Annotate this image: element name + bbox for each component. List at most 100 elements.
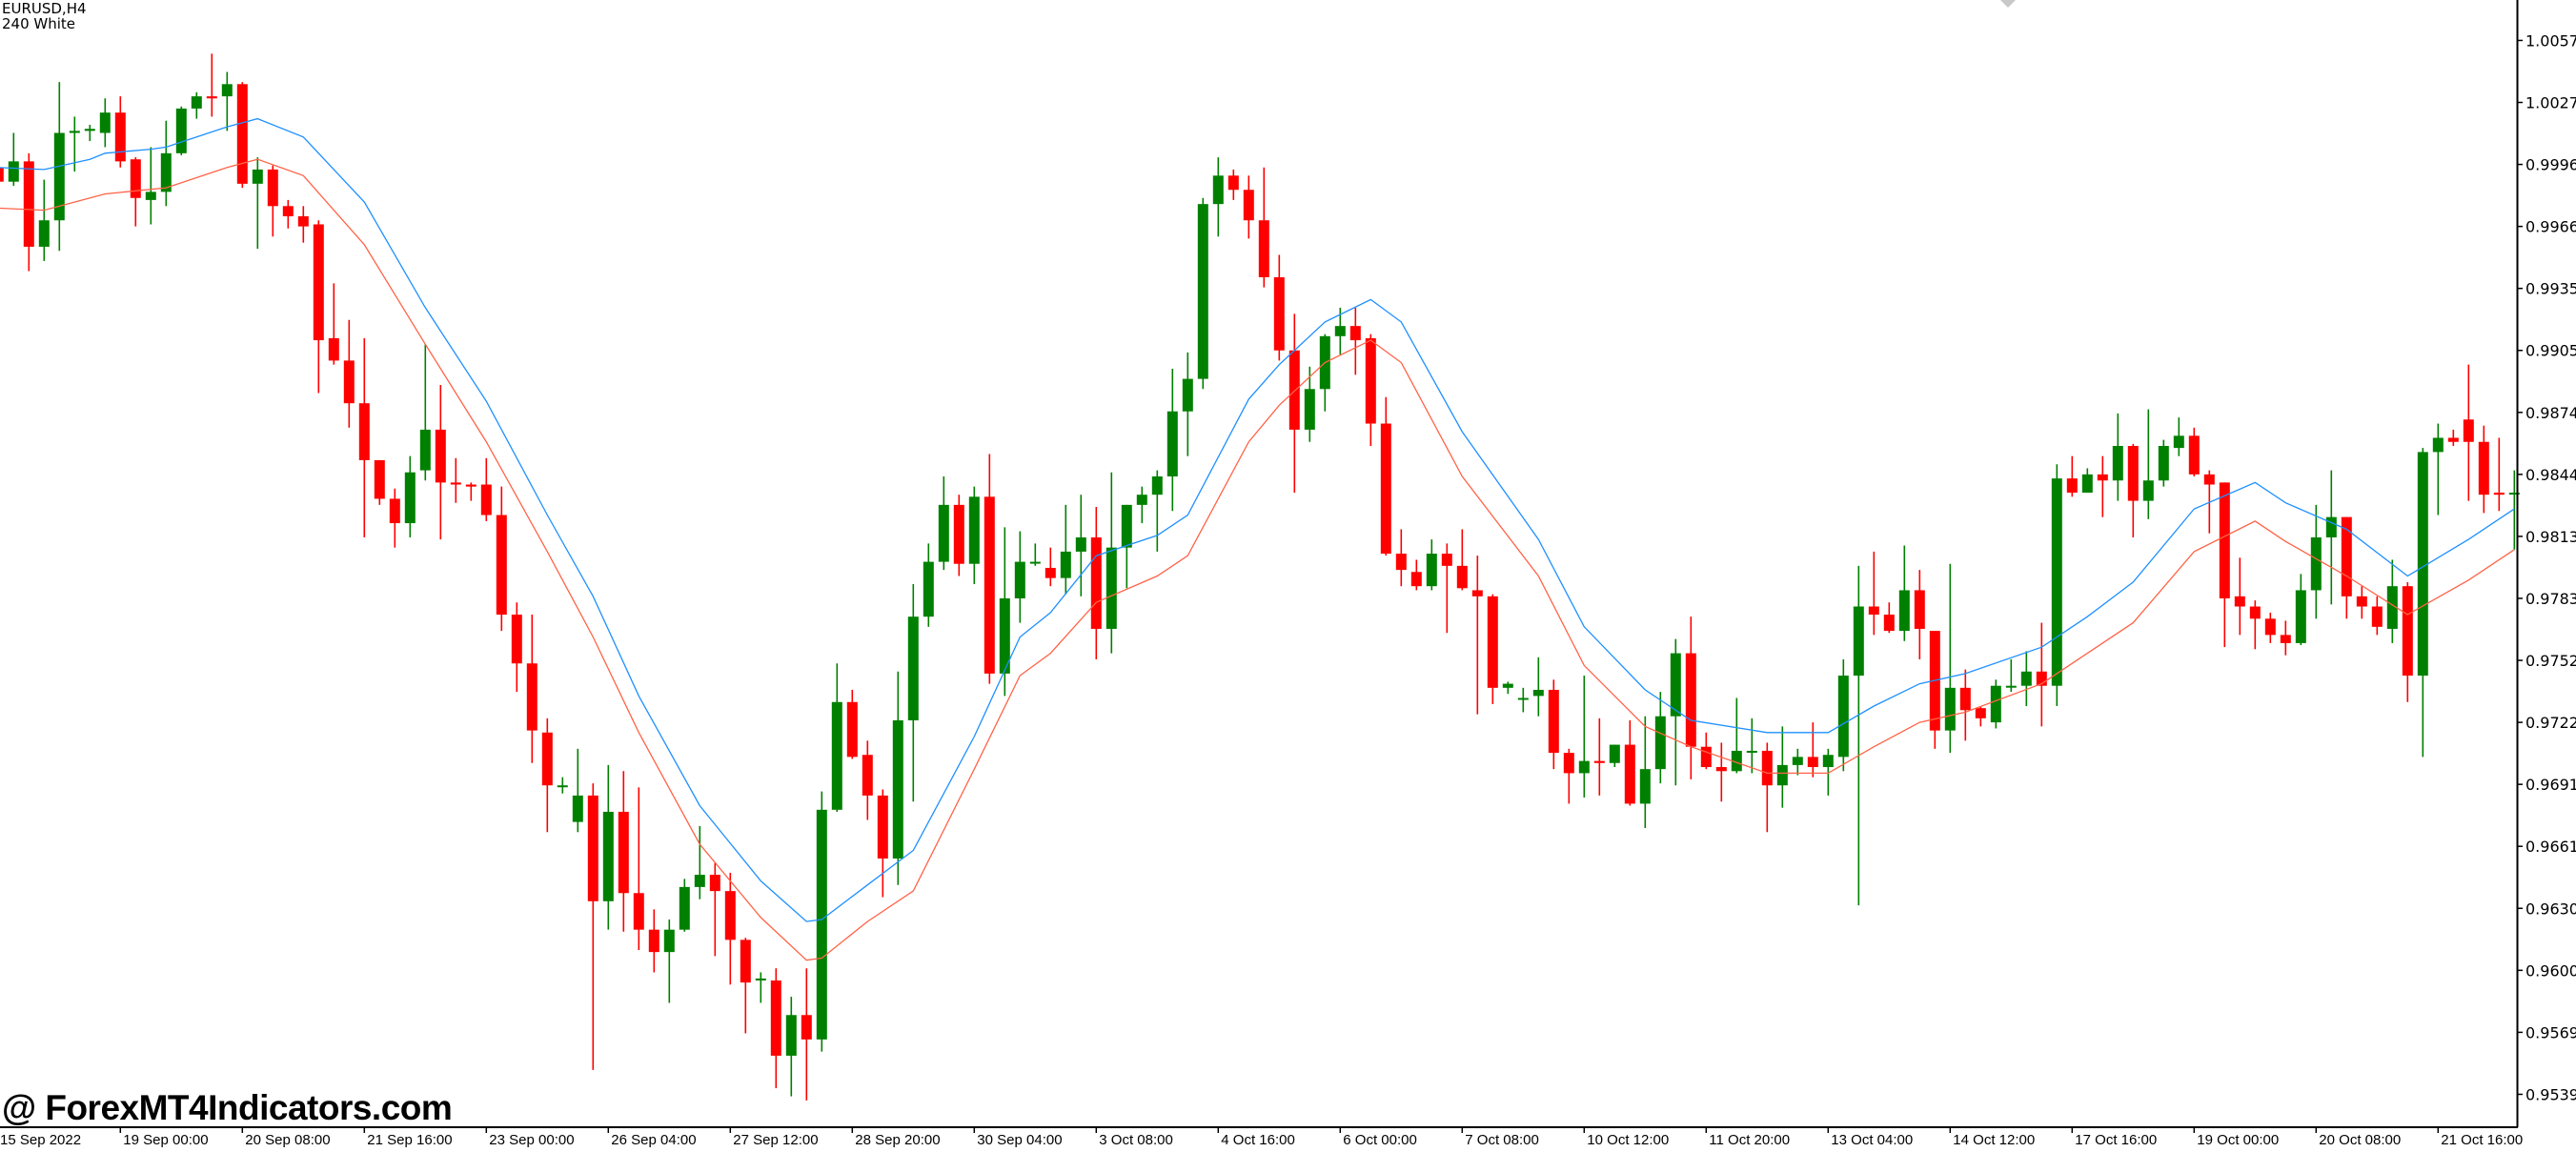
- candle[interactable]: [1929, 631, 1940, 749]
- candle[interactable]: [1060, 504, 1071, 595]
- candle[interactable]: [374, 459, 385, 505]
- candle[interactable]: [175, 106, 187, 155]
- candle[interactable]: [1609, 744, 1620, 768]
- candle[interactable]: [1944, 563, 1956, 754]
- candle[interactable]: [1837, 658, 1849, 772]
- candle[interactable]: [1273, 254, 1285, 361]
- candle[interactable]: [328, 283, 339, 365]
- candle[interactable]: [694, 825, 705, 899]
- candle[interactable]: [907, 584, 919, 802]
- candle[interactable]: [1487, 594, 1498, 704]
- candle[interactable]: [1045, 547, 1056, 587]
- candle[interactable]: [419, 344, 431, 481]
- candle[interactable]: [1105, 472, 1117, 654]
- candle[interactable]: [2432, 423, 2444, 515]
- candle[interactable]: [2005, 658, 2017, 693]
- candle[interactable]: [313, 220, 324, 394]
- candle[interactable]: [404, 455, 416, 537]
- candle[interactable]: [1151, 470, 1163, 552]
- candle[interactable]: [679, 879, 690, 932]
- candle[interactable]: [1304, 366, 1315, 442]
- candle[interactable]: [38, 179, 50, 261]
- candle[interactable]: [984, 454, 995, 684]
- candle[interactable]: [633, 787, 644, 951]
- candle[interactable]: [1410, 559, 1422, 591]
- candle[interactable]: [1441, 543, 1452, 634]
- candle[interactable]: [755, 972, 766, 1003]
- candle[interactable]: [1258, 167, 1269, 288]
- candle[interactable]: [1624, 719, 1635, 806]
- candle[interactable]: [770, 968, 781, 1089]
- candle[interactable]: [1227, 169, 1239, 200]
- candle[interactable]: [2402, 581, 2413, 702]
- candle[interactable]: [1563, 748, 1574, 804]
- chart-shift-marker-icon[interactable]: [2000, 0, 2016, 8]
- candle[interactable]: [2447, 429, 2459, 446]
- candle[interactable]: [1593, 717, 1605, 796]
- candle[interactable]: [252, 157, 263, 250]
- candle[interactable]: [2249, 600, 2261, 650]
- candle[interactable]: [23, 152, 34, 272]
- candle[interactable]: [1761, 742, 1773, 833]
- candle[interactable]: [1883, 602, 1895, 634]
- candle[interactable]: [587, 783, 598, 1070]
- candle[interactable]: [480, 457, 492, 521]
- candle[interactable]: [2066, 455, 2078, 497]
- candle[interactable]: [2112, 413, 2123, 501]
- candle[interactable]: [1792, 748, 1803, 776]
- candle[interactable]: [1822, 748, 1834, 796]
- candle[interactable]: [1365, 333, 1376, 446]
- candle[interactable]: [236, 82, 248, 189]
- candle[interactable]: [1319, 333, 1330, 412]
- candle[interactable]: [2173, 417, 2184, 456]
- candle[interactable]: [877, 789, 888, 898]
- candle[interactable]: [1380, 396, 1391, 556]
- candle[interactable]: [2127, 443, 2139, 537]
- candle[interactable]: [2386, 559, 2398, 643]
- candle[interactable]: [84, 124, 95, 142]
- candle[interactable]: [2158, 439, 2169, 487]
- candle[interactable]: [1075, 495, 1086, 596]
- candle[interactable]: [572, 748, 583, 833]
- candle[interactable]: [358, 337, 370, 537]
- candle[interactable]: [282, 199, 294, 229]
- candle[interactable]: [2478, 425, 2489, 514]
- candle[interactable]: [2280, 620, 2291, 656]
- candle[interactable]: [801, 968, 812, 1101]
- candle[interactable]: [2508, 470, 2520, 550]
- candle[interactable]: [2310, 504, 2322, 619]
- candle[interactable]: [389, 488, 400, 548]
- candle[interactable]: [2142, 409, 2154, 519]
- candle[interactable]: [2493, 437, 2505, 512]
- candle[interactable]: [831, 663, 842, 812]
- candle[interactable]: [1121, 504, 1132, 589]
- candle[interactable]: [2219, 482, 2230, 648]
- candle[interactable]: [1166, 368, 1178, 512]
- candle[interactable]: [2325, 470, 2337, 605]
- candle[interactable]: [1502, 681, 1513, 695]
- candle[interactable]: [923, 543, 934, 627]
- candle[interactable]: [862, 740, 873, 820]
- candle[interactable]: [2295, 574, 2306, 646]
- candle[interactable]: [1349, 307, 1361, 375]
- candle[interactable]: [740, 938, 751, 1034]
- candle[interactable]: [1456, 529, 1468, 591]
- candle[interactable]: [2081, 468, 2093, 494]
- candle[interactable]: [1548, 679, 1559, 770]
- candle[interactable]: [1685, 616, 1696, 779]
- candle[interactable]: [435, 385, 446, 540]
- candle[interactable]: [1578, 676, 1590, 798]
- candle[interactable]: [1715, 742, 1727, 802]
- candle[interactable]: [1212, 157, 1224, 237]
- candle[interactable]: [1197, 197, 1208, 390]
- candle[interactable]: [1670, 638, 1681, 786]
- candle[interactable]: [0, 166, 4, 184]
- candle[interactable]: [114, 96, 126, 168]
- candle[interactable]: [938, 475, 949, 571]
- candle[interactable]: [343, 319, 355, 428]
- candle[interactable]: [2020, 651, 2032, 707]
- candle[interactable]: [2234, 557, 2245, 636]
- candle[interactable]: [99, 98, 111, 148]
- candle[interactable]: [465, 482, 477, 501]
- candle[interactable]: [648, 909, 659, 973]
